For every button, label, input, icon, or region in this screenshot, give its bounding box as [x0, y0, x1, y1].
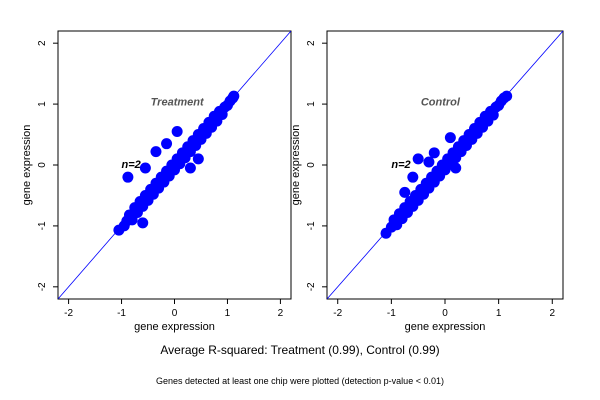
y-tick-label: -2 — [306, 282, 317, 291]
panel-title: Control — [421, 96, 461, 108]
sample-count-label: n=2 — [122, 159, 141, 171]
x-axis-title: gene expression — [134, 321, 215, 333]
data-point — [161, 138, 173, 150]
y-tick-label: 1 — [306, 101, 317, 107]
x-tick-label: -2 — [64, 308, 73, 319]
x-tick-label: -2 — [333, 308, 342, 319]
data-point — [184, 162, 196, 174]
data-point — [228, 90, 240, 102]
data-point — [399, 186, 411, 198]
data-point — [423, 156, 435, 168]
data-point — [139, 162, 151, 174]
y-tick-label: -1 — [306, 221, 317, 230]
points-group — [113, 90, 240, 236]
y-axis-title: gene expression — [290, 125, 302, 206]
data-point — [412, 153, 424, 165]
x-tick-label: 0 — [442, 308, 448, 319]
data-point — [501, 90, 513, 102]
y-axis-title: gene expression — [21, 125, 33, 206]
x-tick-label: 2 — [549, 308, 555, 319]
chart-panel-1: -2 -1 0 1 2 -2 -1 0 1 2 gene expression gene expres… — [21, 30, 292, 333]
y-tick-label: 0 — [37, 162, 48, 168]
x-tick-label: 1 — [225, 308, 231, 319]
y-tick-label: 2 — [306, 40, 317, 46]
data-point — [137, 217, 149, 229]
x-tick-label: -1 — [117, 308, 126, 319]
y-tick-label: -2 — [37, 282, 48, 291]
data-point — [407, 171, 419, 183]
x-tick-label: 0 — [172, 308, 178, 319]
caption-r-squared: Average R-squared: Treatment (0.99), Con… — [160, 343, 440, 357]
y-tick-label: -1 — [37, 221, 48, 230]
data-point — [428, 147, 440, 159]
chart-panel-2: -2 -1 0 1 2 -2 -1 0 1 2 gene expression gene expres… — [290, 30, 564, 333]
data-point — [444, 132, 456, 144]
y-tick-label: 2 — [37, 40, 48, 46]
data-point — [450, 162, 462, 174]
x-tick-label: 1 — [496, 308, 502, 319]
panel-title: Treatment — [151, 96, 205, 108]
caption-detection-note: Genes detected at least one chip were pl… — [156, 376, 444, 386]
y-tick-label: 0 — [306, 162, 317, 168]
y-tick-label: 1 — [37, 101, 48, 107]
data-point — [171, 126, 183, 137]
sample-count-label: n=2 — [391, 159, 410, 171]
data-point — [122, 171, 134, 183]
points-group — [380, 90, 513, 239]
x-tick-label: 2 — [278, 308, 284, 319]
x-axis-title: gene expression — [405, 321, 486, 333]
data-point — [150, 146, 162, 158]
x-tick-label: -1 — [387, 308, 396, 319]
data-point — [192, 153, 204, 165]
